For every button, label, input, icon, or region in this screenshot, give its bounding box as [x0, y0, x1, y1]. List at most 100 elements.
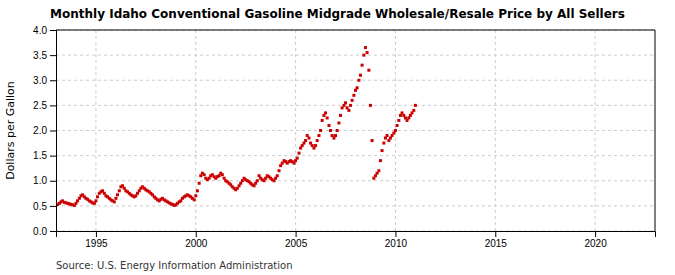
point — [307, 137, 310, 140]
tick-mark — [50, 156, 56, 157]
point — [396, 124, 399, 127]
point — [379, 159, 382, 162]
point — [359, 74, 362, 77]
tick-label: 0.5 — [33, 201, 47, 212]
tick-label: 2.0 — [33, 125, 47, 136]
tick-mark — [50, 30, 56, 31]
tick-mark — [50, 181, 56, 182]
point — [336, 129, 339, 132]
point — [326, 116, 329, 119]
point — [364, 46, 367, 49]
point — [193, 198, 196, 201]
grid-line — [56, 180, 655, 181]
point — [319, 129, 322, 132]
y-axis-label: Dollars per Gallon — [4, 81, 17, 180]
tick-mark — [50, 231, 56, 232]
tick-label: 2010 — [385, 238, 408, 249]
point — [394, 129, 397, 132]
point — [412, 109, 415, 112]
tick-label: 1995 — [85, 238, 108, 249]
point — [278, 169, 281, 172]
tick: 2.0 — [33, 125, 56, 136]
tick-mark — [96, 231, 97, 237]
tick-mark — [50, 80, 56, 81]
grid-line — [95, 30, 96, 231]
tick-label: 2000 — [185, 238, 208, 249]
point — [314, 144, 317, 147]
chart: 1995 2000 2005 2010 2015 2020 0.0 0.5 1.0 1.5 2.0 2… — [0, 0, 675, 275]
tick: 1995 — [85, 231, 108, 249]
tick: 3.0 — [33, 75, 56, 86]
point — [316, 139, 319, 142]
grid-line — [56, 30, 655, 31]
tick-label: 2015 — [485, 238, 508, 249]
title: Monthly Idaho Conventional Gasoline Midg… — [50, 7, 625, 21]
tick-label: 3.5 — [33, 50, 47, 61]
tick-mark — [595, 231, 596, 237]
point — [113, 200, 116, 203]
grid-line — [56, 130, 655, 131]
tick-mark — [50, 206, 56, 207]
point — [317, 134, 320, 137]
point — [324, 111, 327, 114]
point — [397, 119, 400, 122]
point — [347, 109, 350, 112]
tick-mark — [296, 231, 297, 237]
point — [118, 189, 121, 192]
plot-frame — [655, 30, 656, 231]
tick-mark — [50, 105, 56, 106]
point — [276, 174, 279, 177]
tick: 0.5 — [33, 201, 56, 212]
grid-line — [595, 30, 596, 231]
tick-label: 0.0 — [33, 226, 47, 237]
point — [377, 169, 380, 172]
tick-label: 2005 — [285, 238, 308, 249]
grid — [56, 30, 655, 231]
x-axis: 1995 2000 2005 2010 2015 2020 — [57, 231, 656, 249]
annotation: Source: U.S. Energy Information Administ… — [56, 260, 293, 271]
point — [361, 64, 364, 67]
tick-mark — [50, 131, 56, 132]
point — [357, 79, 360, 82]
point — [304, 139, 307, 142]
point — [356, 86, 359, 89]
point — [321, 119, 324, 122]
tick-mark — [395, 231, 396, 237]
point — [349, 104, 352, 107]
point — [381, 149, 384, 152]
point — [114, 197, 117, 200]
grid-line — [56, 80, 655, 81]
point — [371, 139, 374, 142]
y-axis: 0.00.51.01.52.02.53.03.54.0 — [33, 25, 56, 237]
grid-line — [56, 105, 655, 106]
tick: 2005 — [285, 231, 308, 249]
point — [196, 189, 199, 192]
point — [366, 51, 369, 54]
tick-label: 1.5 — [33, 150, 47, 161]
point — [327, 124, 330, 127]
point — [116, 193, 119, 196]
plot-frame — [56, 30, 655, 31]
point — [369, 104, 372, 107]
tick-label: 1.0 — [33, 175, 47, 186]
point — [386, 134, 389, 137]
point — [94, 199, 97, 202]
point — [297, 152, 300, 155]
plot-area: 1995 2000 2005 2010 2015 2020 0.0 0.5 1.0 1.5 2.0 2… — [33, 25, 655, 249]
tick: 2020 — [584, 231, 607, 249]
tick-label: 3.0 — [33, 75, 47, 86]
point — [339, 114, 342, 117]
tick: 3.5 — [33, 50, 56, 61]
point — [351, 99, 354, 102]
axis-line — [57, 232, 656, 238]
point — [337, 121, 340, 124]
point — [382, 142, 385, 145]
tick: 2000 — [185, 231, 208, 249]
tick: 0.0 — [33, 226, 56, 237]
point — [256, 179, 259, 182]
tick-label: 4.0 — [33, 25, 47, 36]
point — [414, 104, 417, 107]
tick: 1.5 — [33, 150, 56, 161]
tick: 2015 — [485, 231, 508, 249]
point — [367, 69, 370, 72]
